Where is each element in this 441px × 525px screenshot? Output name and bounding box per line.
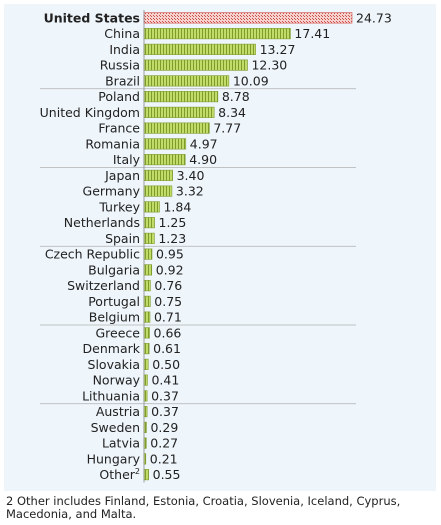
bar [143, 138, 187, 150]
value-label: 0.37 [151, 404, 179, 419]
bar [143, 390, 148, 402]
category-label: Bulgaria [88, 262, 140, 277]
category-label: Germany [83, 184, 141, 199]
category-label: Poland [98, 89, 140, 104]
category-label: Slovakia [88, 357, 140, 372]
category-label: Denmark [83, 341, 141, 356]
category-label: Japan [104, 168, 140, 183]
value-label: 4.97 [190, 136, 218, 151]
bar [143, 311, 151, 323]
value-label: 0.27 [150, 436, 178, 451]
value-label: 13.27 [260, 42, 296, 57]
value-label: 0.55 [153, 467, 181, 482]
value-label: 0.92 [156, 262, 184, 277]
footnote: 2 Other includes Finland, Estonia, Croat… [6, 494, 401, 521]
category-label: Switzerland [67, 278, 140, 293]
bar [143, 295, 151, 307]
value-label: 10.09 [233, 73, 269, 88]
category-label: Czech Republic [45, 247, 140, 262]
value-label: 12.30 [251, 58, 287, 73]
bar [143, 469, 149, 481]
bar [143, 248, 153, 260]
value-label: 0.50 [152, 357, 180, 372]
category-label: Austria [96, 404, 140, 419]
category-label: United Kingdom [40, 105, 140, 120]
value-label: 1.25 [159, 215, 187, 230]
bar [143, 327, 150, 339]
category-label: Russia [100, 58, 140, 73]
category-label: Spain [105, 231, 140, 246]
value-label: 8.34 [218, 105, 246, 120]
bar [143, 201, 160, 213]
bar [143, 169, 173, 181]
bar [143, 358, 149, 370]
bar [143, 43, 256, 55]
value-label: 0.41 [151, 373, 179, 388]
value-label: 3.40 [177, 168, 205, 183]
category-label: Norway [93, 373, 141, 388]
value-label: 3.32 [176, 184, 204, 199]
category-label: Greece [96, 325, 141, 340]
bar-chart: United States 24.73 China 17.41 India 13.27 Ru… [40, 10, 392, 483]
category-label: Latvia [102, 436, 140, 451]
bar [143, 28, 291, 40]
value-label: 0.61 [153, 341, 181, 356]
bar [143, 374, 148, 386]
category-label: Belgium [89, 310, 140, 325]
value-label: 0.66 [154, 325, 182, 340]
bar [143, 406, 148, 418]
category-label: Brazil [105, 73, 140, 88]
category-label: Sweden [91, 420, 140, 435]
bar [143, 154, 186, 166]
category-label: Hungary [87, 451, 141, 466]
bar [143, 59, 248, 71]
value-label: 0.71 [154, 310, 182, 325]
bar [143, 12, 353, 24]
category-label: Other2 [99, 467, 140, 482]
category-label: Italy [113, 152, 141, 167]
category-label: United States [44, 10, 140, 25]
value-label: 0.76 [154, 278, 182, 293]
value-label: 0.29 [150, 420, 178, 435]
bar [143, 264, 153, 276]
category-label: Netherlands [64, 215, 140, 230]
category-label: Romania [85, 136, 140, 151]
bar [143, 122, 210, 134]
value-label: 0.95 [156, 247, 184, 262]
category-label: France [98, 121, 140, 136]
value-label: 1.23 [158, 231, 186, 246]
bar [143, 343, 150, 355]
value-label: 0.21 [150, 451, 178, 466]
value-label: 24.73 [356, 10, 392, 25]
bar [143, 232, 155, 244]
category-label: Portugal [88, 294, 140, 309]
bar [143, 75, 230, 87]
bar [143, 217, 155, 229]
bar [143, 280, 151, 292]
value-label: 7.77 [213, 121, 241, 136]
bar [143, 106, 215, 118]
value-label: 0.37 [151, 388, 179, 403]
value-label: 8.78 [222, 89, 250, 104]
category-label: Lithuania [82, 388, 140, 403]
value-label: 1.84 [163, 199, 191, 214]
bar [143, 185, 173, 197]
bar [143, 91, 219, 103]
value-label: 0.75 [154, 294, 182, 309]
value-label: 4.90 [189, 152, 217, 167]
value-label: 17.41 [294, 26, 330, 41]
chart-area: United States 24.73 China 17.41 India 13.27 Ru… [4, 4, 436, 491]
category-label: Turkey [98, 199, 140, 214]
category-label: China [104, 26, 140, 41]
category-label: India [109, 42, 140, 57]
